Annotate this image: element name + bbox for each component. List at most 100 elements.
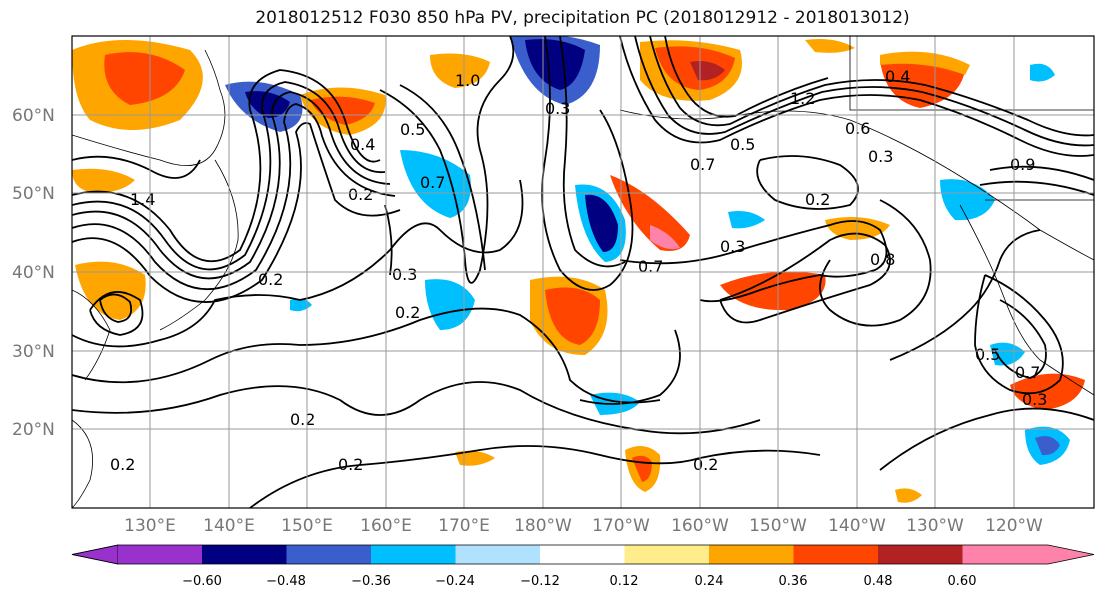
precip-patch	[1010, 373, 1085, 410]
colorbar-tick-label: −0.60	[182, 574, 222, 589]
precip-patch	[525, 39, 585, 90]
contour-label: 0.4	[885, 67, 910, 86]
colorbar-tick-label: −0.48	[266, 574, 306, 589]
contour-label: 0.3	[1022, 390, 1047, 409]
pv-contour	[756, 155, 859, 210]
coastline	[159, 159, 239, 331]
lon-label: 120°W	[985, 516, 1043, 536]
pv-contour	[384, 204, 393, 276]
contour-label: 0.2	[805, 190, 830, 209]
graticule	[72, 36, 1094, 508]
contour-label: 0.2	[290, 410, 315, 429]
map-title: 2018012512 F030 850 hPa PV, precipitatio…	[255, 8, 910, 28]
precip-patch	[545, 287, 600, 345]
precip-patch	[455, 450, 495, 466]
contour-label: 0.5	[400, 120, 425, 139]
contour-label: 0.9	[1010, 155, 1035, 174]
precip-patch	[585, 194, 618, 252]
lat-label: 50°N	[12, 184, 55, 204]
precip-patch	[650, 225, 680, 249]
contour-label: 1.0	[455, 71, 480, 90]
pv-contours	[72, 36, 1094, 508]
contour-label: 0.4	[350, 135, 375, 154]
lon-label: 130°E	[124, 516, 176, 536]
lon-label: 150°E	[281, 516, 333, 536]
precip-patch	[880, 56, 965, 108]
contour-label: 0.2	[110, 455, 135, 474]
contour-label: 0.2	[693, 455, 718, 474]
colorbar-outline	[71, 544, 1095, 565]
colorbar-extend-low	[71, 544, 119, 565]
lon-label: 160°E	[360, 516, 412, 536]
precip-positive-patches	[72, 39, 1085, 503]
colorbar-extend-high	[962, 545, 1094, 564]
contour-label: 1.2	[790, 89, 815, 108]
precip-patch	[880, 51, 970, 75]
colorbar-segment	[709, 545, 794, 564]
coastline	[72, 419, 93, 508]
plot-area: 1.0 0.3 0.2 0.4 0.7 0.5 0.2 0.3 0.6 1.2 …	[72, 36, 1094, 508]
lon-label: 150°W	[749, 516, 807, 536]
contour-label: 0.6	[845, 119, 870, 138]
lon-label: 130°W	[906, 516, 964, 536]
contour-label: 0.5	[730, 135, 755, 154]
contour-label: 0.7	[690, 155, 715, 174]
latitude-labels: 60°N 50°N 40°N 30°N 20°N	[12, 106, 55, 440]
pv-contour	[541, 36, 634, 291]
pv-contour	[579, 329, 681, 405]
contour-label: 0.7	[638, 257, 663, 276]
pv-contour	[719, 232, 891, 324]
pv-contour	[819, 199, 932, 327]
coastline	[959, 204, 1094, 396]
pv-contour	[619, 220, 888, 303]
contour-label: 0.3	[720, 237, 745, 256]
contour-label: 0.2	[348, 185, 373, 204]
pv-contour	[99, 293, 133, 323]
pv-contour	[72, 81, 386, 271]
contour-label: 0.2	[395, 303, 420, 322]
lon-label: 140°E	[203, 516, 255, 536]
lon-label: 170°W	[592, 516, 650, 536]
colorbar-tick-label: 0.48	[864, 574, 893, 589]
precip-patch	[895, 488, 922, 503]
pv-contour	[619, 36, 1094, 157]
contour-label: 0.5	[975, 345, 1000, 364]
pv-contour	[72, 69, 381, 263]
lon-label: 160°W	[671, 516, 729, 536]
precip-patch	[104, 52, 185, 105]
colorbar-segment	[540, 545, 625, 564]
colorbar-tick-label: −0.12	[520, 574, 560, 589]
pv-contour	[72, 307, 661, 404]
precip-patch	[425, 279, 475, 330]
lon-label: 140°W	[828, 516, 886, 536]
contour-label: 0.7	[420, 173, 445, 192]
colorbar-segment	[118, 545, 202, 564]
contour-label: 0.3	[545, 99, 570, 118]
pv-contour	[249, 445, 821, 508]
precip-patch	[1030, 63, 1055, 82]
colorbar-segment	[624, 545, 709, 564]
precip-patch	[805, 39, 855, 53]
pv-contour	[664, 36, 829, 118]
precip-patch	[1035, 436, 1060, 456]
pv-contour	[979, 180, 1094, 196]
pv-contour	[72, 179, 524, 348]
colorbar-segment	[793, 545, 878, 564]
coastline	[849, 36, 1094, 111]
precip-patch	[400, 150, 471, 218]
colorbar-segment	[878, 545, 963, 564]
coastline	[72, 289, 111, 381]
colorbar-tick-label: 0.36	[779, 574, 808, 589]
contour-labels: 1.0 0.3 0.2 0.4 0.7 0.5 0.2 0.3 0.6 1.2 …	[110, 67, 1047, 474]
pv-contour	[379, 36, 515, 284]
precip-patch	[430, 53, 490, 88]
colorbar-tick-label: 0.12	[610, 574, 639, 589]
pv-contour	[72, 91, 391, 280]
colorbar-segment	[455, 545, 540, 564]
colorbar-ticks: −0.60 −0.48 −0.36 −0.24 −0.12 0.12 0.24 …	[182, 574, 976, 589]
pv-contour	[879, 407, 1094, 471]
precip-patch	[728, 211, 765, 229]
contour-label: 0.8	[870, 250, 895, 269]
lat-label: 40°N	[12, 263, 55, 283]
